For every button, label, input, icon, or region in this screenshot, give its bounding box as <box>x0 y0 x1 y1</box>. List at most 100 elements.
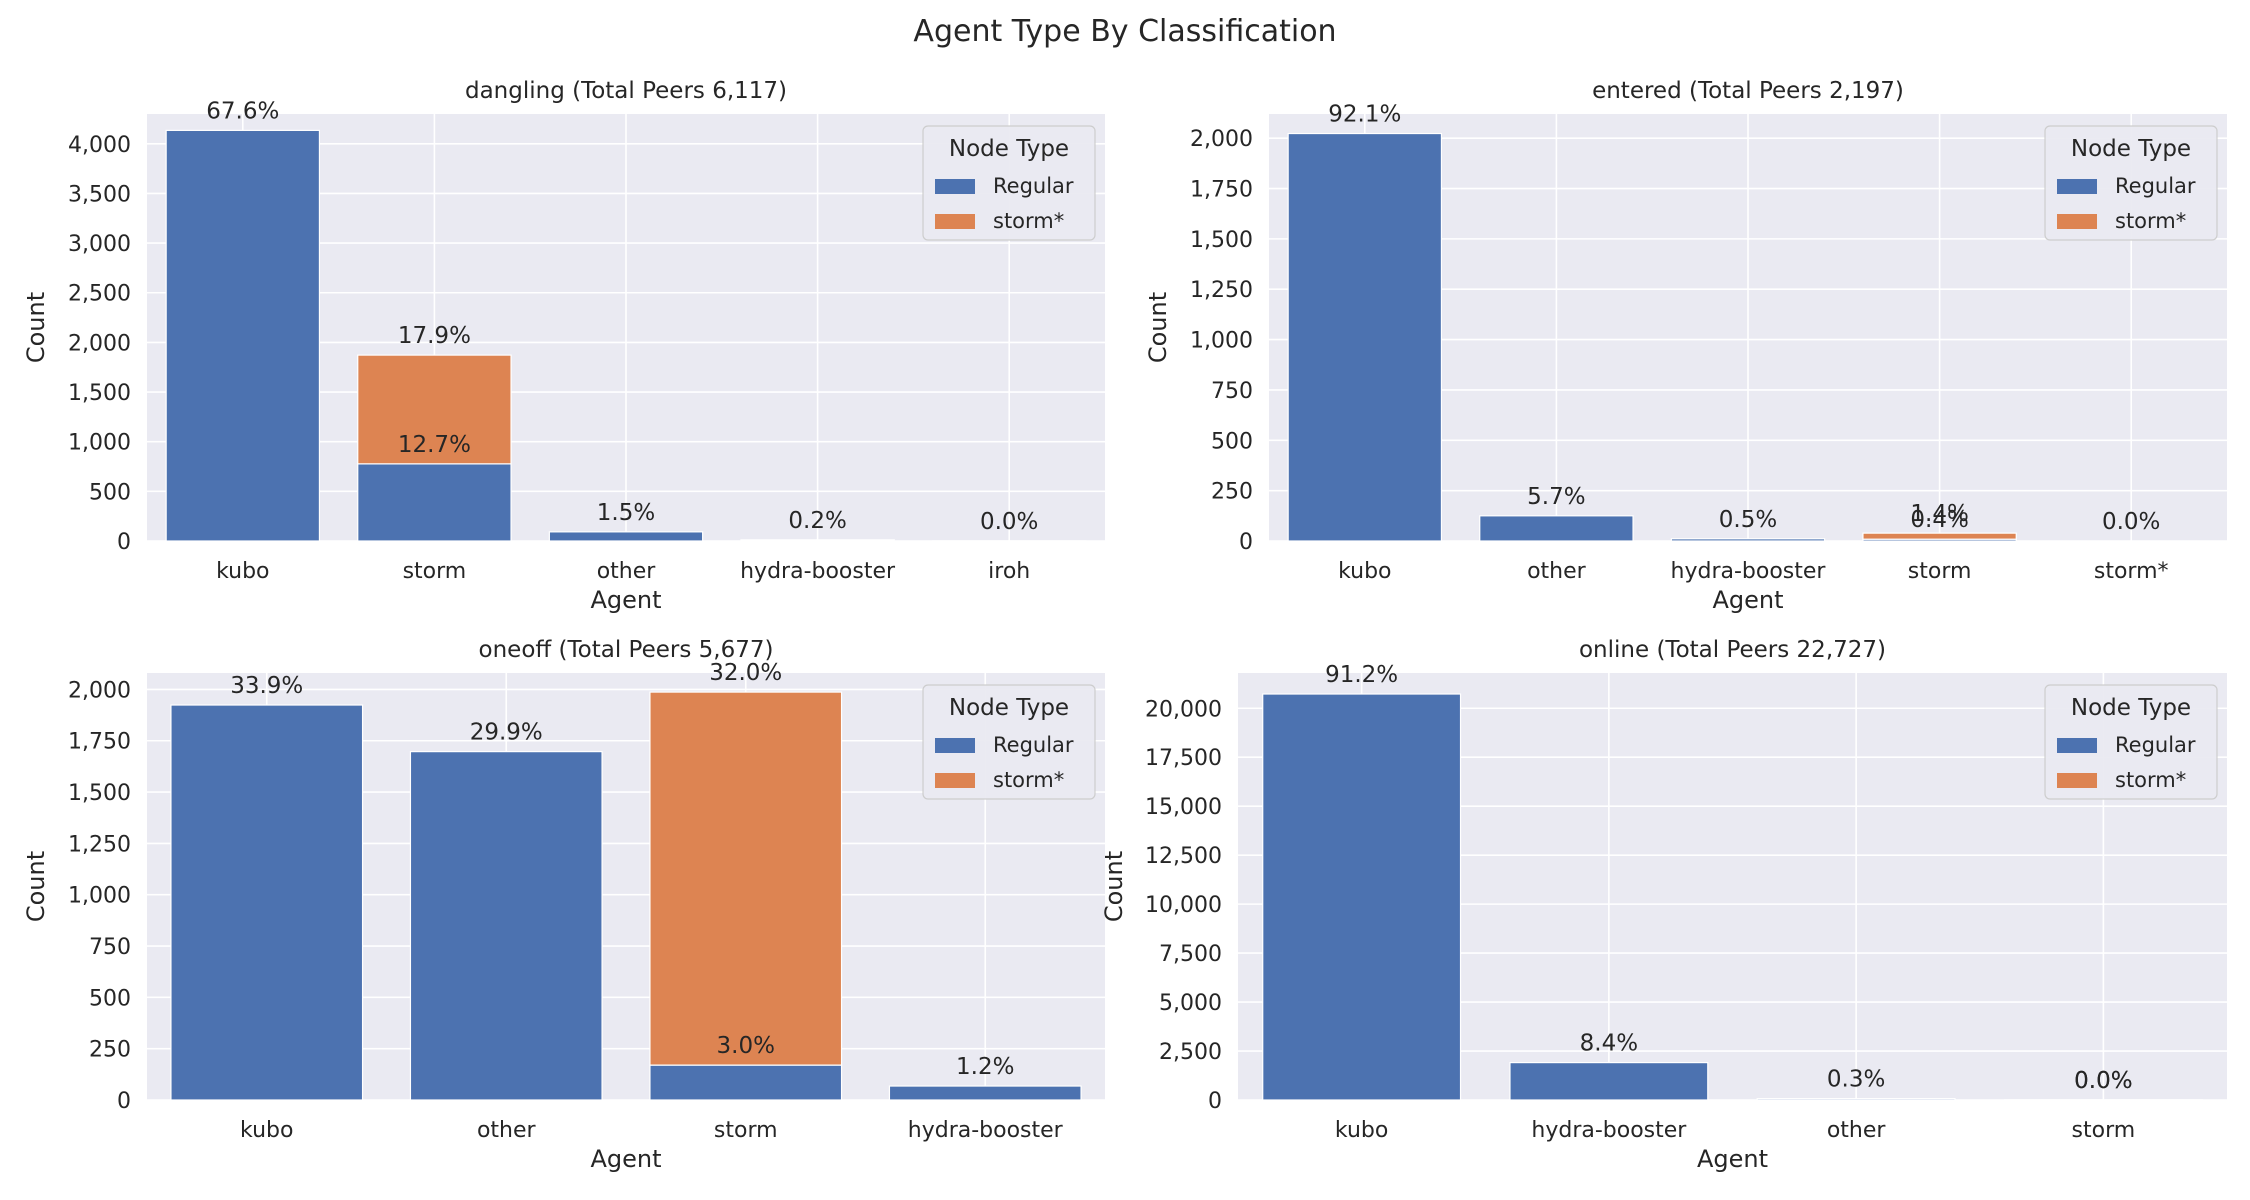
data-label: 1.4% <box>1910 501 1968 527</box>
y-tick-label: 1,500 <box>68 781 131 806</box>
bar-regular <box>931 540 1087 543</box>
bar-storm <box>357 354 512 465</box>
legend-swatch-regular <box>2057 738 2097 753</box>
legend-title: Node Type <box>2071 695 2191 721</box>
y-tick-label: 3,000 <box>68 232 131 257</box>
y-tick-label: 12,500 <box>1145 844 1222 869</box>
x-tick-label: other <box>1527 559 1587 584</box>
x-axis-label: Agent <box>590 586 661 614</box>
legend-entry-label: storm* <box>993 768 1064 792</box>
x-tick-label: storm* <box>2094 559 2169 584</box>
y-tick-label: 20,000 <box>1145 697 1222 722</box>
bar-regular <box>740 539 895 542</box>
subplot-title: dangling (Total Peers 6,117) <box>465 78 787 104</box>
y-tick-label: 17,500 <box>1145 746 1222 771</box>
bar-regular <box>1509 1062 1709 1101</box>
x-axis-label: Agent <box>1712 586 1783 614</box>
y-tick-label: 2,000 <box>68 331 131 356</box>
legend: Node Type Regular storm* <box>2044 125 2218 241</box>
x-tick-label: other <box>597 559 657 584</box>
data-label: 8.4% <box>1580 1031 1638 1057</box>
x-axis-label: Agent <box>590 1145 661 1173</box>
y-tick-label: 3,500 <box>68 182 131 207</box>
bar-regular <box>409 751 603 1101</box>
x-tick-label: kubo <box>1335 1118 1388 1143</box>
data-label: 0.0% <box>980 509 1038 535</box>
y-tick-label: 1,750 <box>1190 178 1253 203</box>
data-label: 0.0% <box>2074 1068 2132 1094</box>
legend-entry-label: Regular <box>2115 174 2196 198</box>
bar-regular <box>548 531 704 542</box>
bar-regular <box>1756 1098 1956 1101</box>
x-tick-label: other <box>1827 1118 1887 1143</box>
data-label: 29.9% <box>470 720 543 746</box>
y-tick-label: 1,750 <box>68 730 131 755</box>
data-label: 3.0% <box>717 1033 775 1059</box>
x-tick-label: other <box>477 1118 537 1143</box>
x-tick-label: storm <box>403 559 467 584</box>
data-label: 0.0% <box>2102 509 2160 535</box>
data-label: 0.5% <box>1719 507 1777 533</box>
legend-box <box>922 125 1096 241</box>
y-tick-label: 0 <box>1239 530 1253 555</box>
y-tick-label: 1,000 <box>68 431 131 456</box>
subplot-3: 0 2,500 5,000 7,500 10,000 12,500 15,000 17,500… <box>1100 637 2227 1173</box>
data-label: 5.7% <box>1527 484 1585 510</box>
bar-regular <box>649 1064 843 1101</box>
legend-title: Node Type <box>2071 136 2191 162</box>
x-tick-label: kubo <box>216 559 269 584</box>
y-tick-label: 4,000 <box>68 133 131 158</box>
subplot-1: 0 250 500 750 1,000 1,250 1,500 1,750 2,000 kubo o… <box>1144 78 2227 614</box>
legend: Node Type Regular storm* <box>922 684 1096 800</box>
legend-box <box>922 684 1096 800</box>
figure-title: Agent Type By Classification <box>913 14 1337 49</box>
x-axis-label: Agent <box>1697 1145 1768 1173</box>
y-tick-label: 500 <box>1211 429 1253 454</box>
bar-storm <box>2003 1099 2203 1102</box>
legend-swatch-storm <box>2057 773 2097 788</box>
bar-regular <box>1479 515 1634 542</box>
y-axis-label: Count <box>1100 851 1128 922</box>
y-tick-label: 15,000 <box>1145 795 1222 820</box>
bar-regular <box>170 704 364 1101</box>
bar-regular <box>357 463 512 542</box>
x-tick-label: hydra-booster <box>1531 1118 1687 1143</box>
y-tick-label: 250 <box>89 1038 131 1063</box>
legend-swatch-storm <box>2057 214 2097 229</box>
y-tick-label: 1,000 <box>1190 329 1253 354</box>
y-tick-label: 500 <box>89 986 131 1011</box>
legend-entry-label: Regular <box>2115 733 2196 757</box>
data-label: 1.2% <box>956 1054 1014 1080</box>
legend-entry-label: storm* <box>2115 768 2186 792</box>
y-tick-label: 10,000 <box>1145 893 1222 918</box>
x-tick-label: hydra-booster <box>908 1118 1064 1143</box>
y-tick-label: 1,000 <box>68 884 131 909</box>
legend-swatch-regular <box>2057 179 2097 194</box>
subplot-0: 0 500 1,000 1,500 2,000 2,500 3,000 3,500 4,000 k… <box>22 78 1105 614</box>
y-axis-label: Count <box>22 851 50 922</box>
bar-regular <box>1287 132 1443 542</box>
y-tick-label: 750 <box>89 935 131 960</box>
bar-regular <box>165 129 321 542</box>
bar-regular <box>1670 538 1826 542</box>
data-label: 92.1% <box>1328 102 1401 128</box>
subplot-2: 0 250 500 750 1,000 1,250 1,500 1,750 2,000 kubo o… <box>22 637 1105 1173</box>
legend: Node Type Regular storm* <box>922 125 1096 241</box>
y-tick-label: 2,500 <box>1159 1040 1222 1065</box>
legend: Node Type Regular storm* <box>2044 684 2218 800</box>
x-tick-label: storm <box>1908 559 1972 584</box>
legend-title: Node Type <box>949 695 1069 721</box>
y-tick-label: 0 <box>117 530 131 555</box>
x-tick-label: hydra-booster <box>1671 559 1827 584</box>
data-label: 0.0% <box>2074 1068 2132 1094</box>
data-label: 32.0% <box>709 660 782 686</box>
data-label: 1.5% <box>597 500 655 526</box>
y-tick-label: 0 <box>117 1089 131 1114</box>
subplot-title: oneoff (Total Peers 5,677) <box>479 637 774 663</box>
data-label: 91.2% <box>1325 662 1398 688</box>
x-tick-label: storm <box>2072 1118 2136 1143</box>
y-tick-label: 1,250 <box>68 832 131 857</box>
y-tick-label: 750 <box>1211 379 1253 404</box>
